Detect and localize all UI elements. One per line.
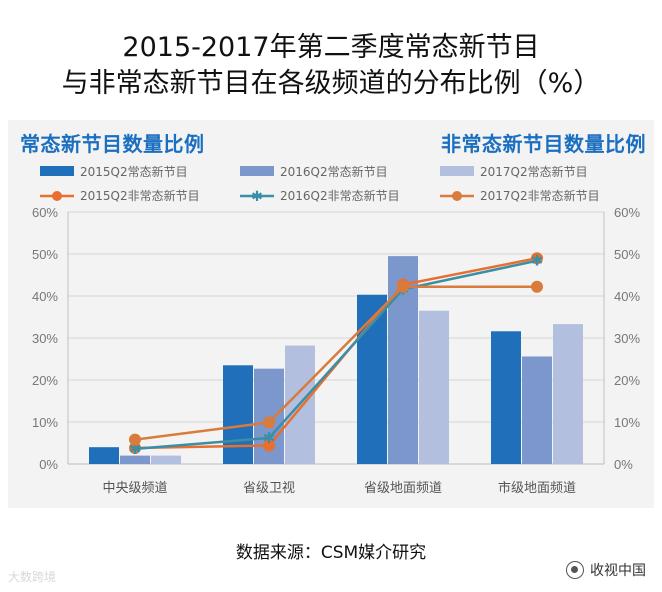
legend: 2015Q2常态新节目 2016Q2常态新节目 2017Q2常态新节目 2015Q2非… xyxy=(40,164,600,204)
watermark-left: 大数跨境 xyxy=(8,570,57,584)
legend-label: 2017Q2常态新节目 xyxy=(480,164,588,179)
y-tick-label-left: 50% xyxy=(32,247,58,262)
legend-swatch-1 xyxy=(40,166,74,176)
y-tick-label-right: 20% xyxy=(614,373,640,388)
lines: ✱✱✱✱ xyxy=(129,252,544,458)
y-tick-label-left: 20% xyxy=(32,373,58,388)
point xyxy=(531,280,543,293)
right-axis-subtitle: 非常态新节目数量比例 xyxy=(441,132,646,156)
point xyxy=(129,433,141,446)
series-line xyxy=(134,285,537,441)
y-tick-label-left: 30% xyxy=(32,331,58,346)
series-line xyxy=(134,259,538,451)
legend-label: 2015Q2非常态新节目 xyxy=(80,188,200,203)
x-tick-label: 省级卫视 xyxy=(243,481,295,496)
y-tick-label-right: 60% xyxy=(614,205,640,220)
legend-label: 2015Q2常态新节目 xyxy=(80,164,188,179)
bar xyxy=(223,365,253,464)
point-star: ✱ xyxy=(531,253,544,270)
legend-label: 2016Q2非常态新节目 xyxy=(280,188,400,203)
bar xyxy=(491,331,521,464)
bar xyxy=(89,447,119,464)
bar xyxy=(522,356,552,464)
point-star: ✱ xyxy=(263,430,276,447)
point xyxy=(397,280,409,293)
y-tick-label-right: 10% xyxy=(614,415,640,430)
x-tick-label: 市级地面频道 xyxy=(498,480,576,496)
y-tick-label-left: 40% xyxy=(32,289,58,304)
data-source: 数据来源：CSM媒介研究 xyxy=(235,543,427,563)
chart-title-line2: 与非常态新节目在各级频道的分布比例（%） xyxy=(61,68,601,99)
legend-label: 2016Q2常态新节目 xyxy=(280,164,388,179)
bar xyxy=(151,455,181,464)
legend-label: 2017Q2非常态新节目 xyxy=(480,188,600,203)
y-tick-label-left: 0% xyxy=(39,457,58,472)
legend-marker-dot xyxy=(452,191,462,201)
point xyxy=(263,416,275,429)
grid xyxy=(68,211,604,423)
wechat-icon xyxy=(566,561,584,579)
bar xyxy=(120,455,150,464)
x-tick-label: 省级地面频道 xyxy=(364,481,442,496)
point-star: ✱ xyxy=(129,441,142,458)
x-tick-labels: 中央级频道 省级卫视 省级地面频道 市级地面频道 xyxy=(102,480,576,496)
y-tick-label-left: 60% xyxy=(32,205,58,220)
legend-marker-dot xyxy=(52,191,62,201)
legend-marker-star: ✱ xyxy=(251,188,263,204)
bar xyxy=(419,310,449,464)
chart-title-line1: 2015-2017年第二季度常态新节目 xyxy=(122,32,540,63)
watermark-right: 收视中国 xyxy=(566,560,646,580)
legend-swatch-2 xyxy=(240,166,274,176)
y-tick-label-right: 50% xyxy=(614,247,640,262)
watermark-right-label: 收视中国 xyxy=(590,563,646,579)
legend-swatch-3 xyxy=(440,166,474,176)
x-tick-label: 中央级频道 xyxy=(102,481,167,496)
bar xyxy=(553,324,583,464)
y-tick-label-right: 30% xyxy=(614,331,640,346)
y-tick-label-right: 40% xyxy=(614,289,640,304)
y-tick-label-left: 10% xyxy=(32,415,58,430)
point xyxy=(263,439,275,452)
y-tick-label-right: 0% xyxy=(614,457,633,472)
left-axis-subtitle: 常态新节目数量比例 xyxy=(20,132,205,156)
